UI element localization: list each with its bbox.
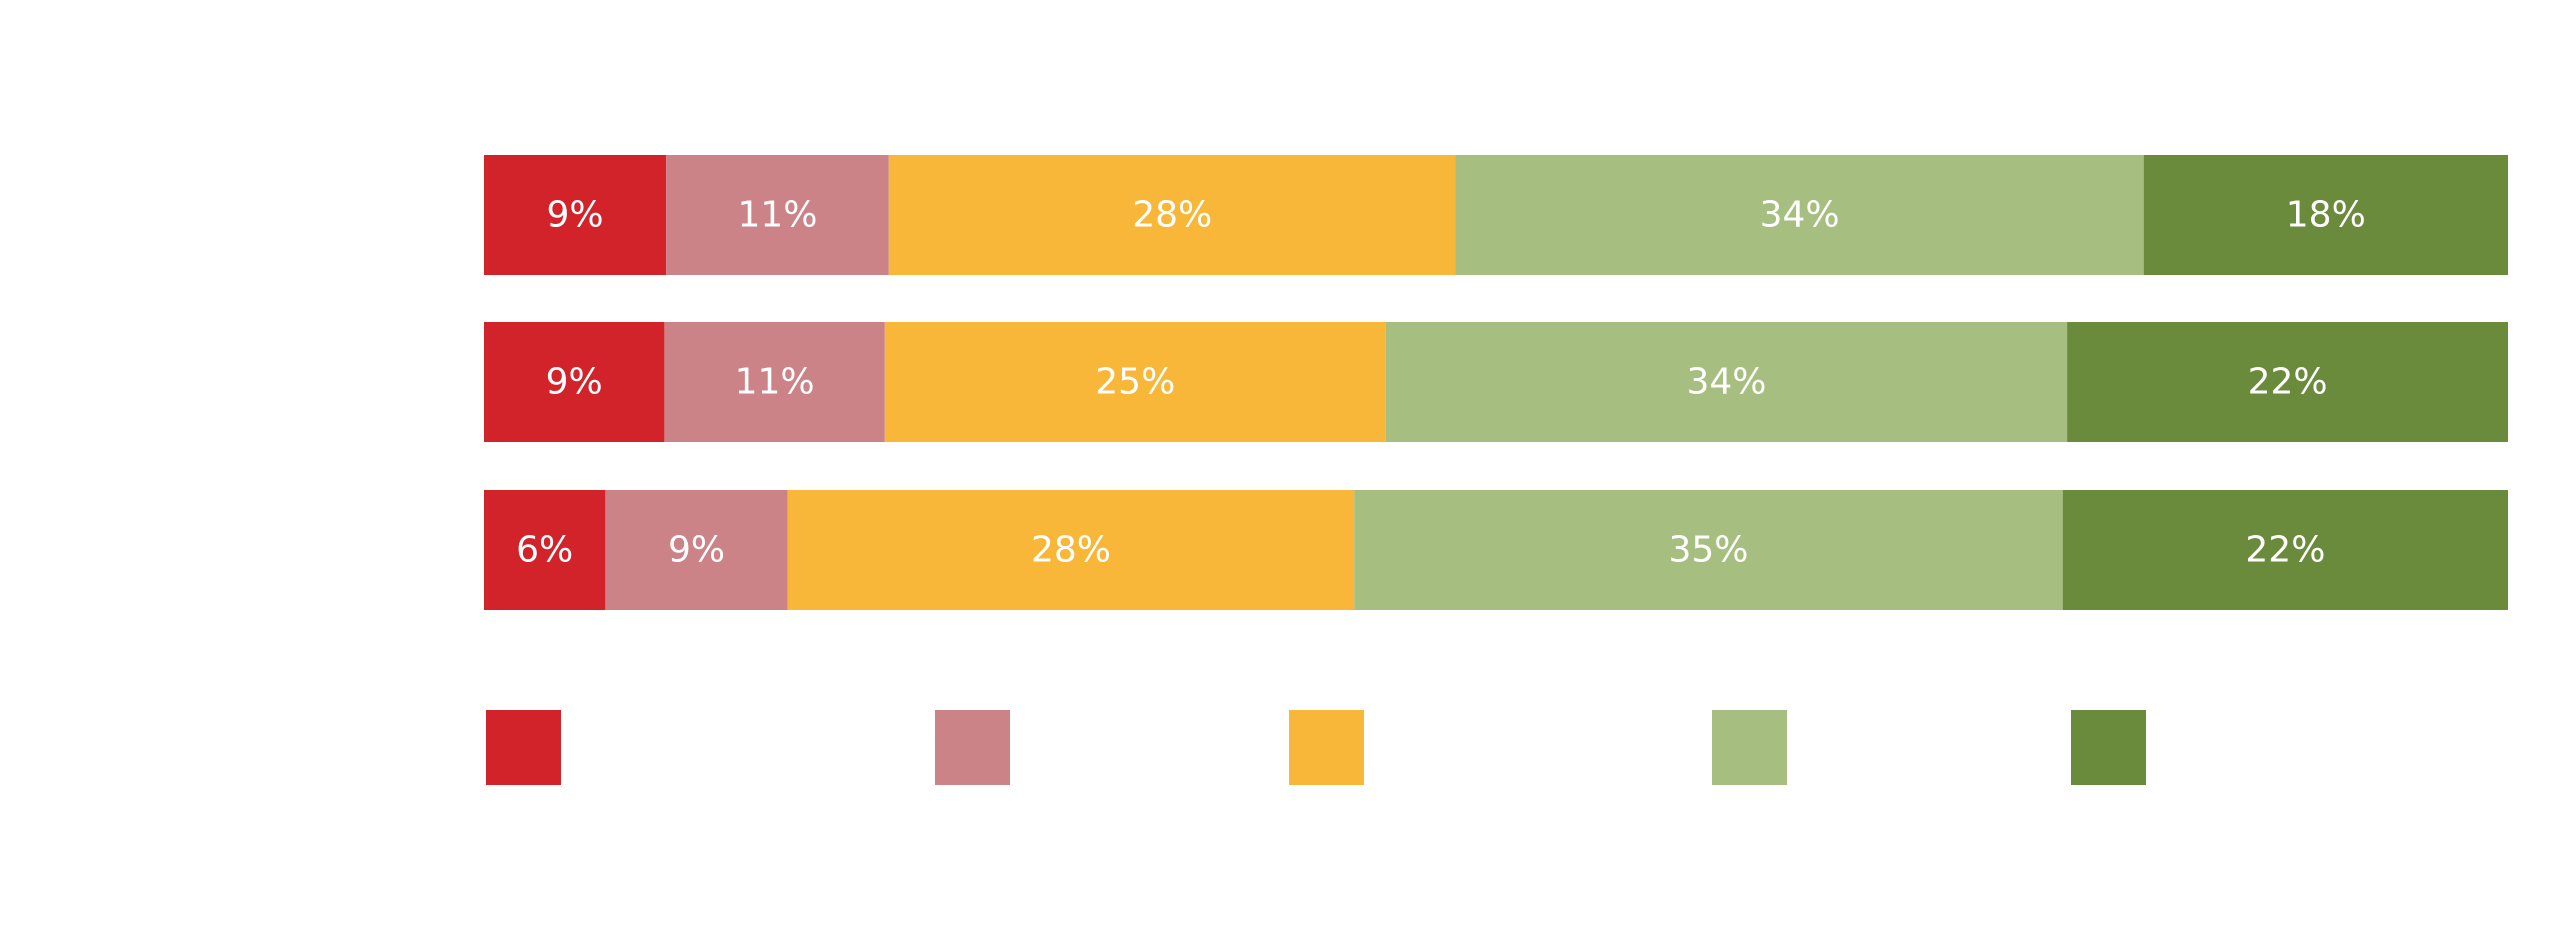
data-label-row1-s4: 34% bbox=[1760, 195, 1840, 236]
data-label-row2-s2: 11% bbox=[735, 362, 815, 403]
bar-segment-row1-s1 bbox=[484, 155, 667, 275]
data-label-row1-s1: 9% bbox=[547, 195, 604, 236]
data-label-row2-s1: 9% bbox=[546, 362, 603, 403]
data-label-row2-s4: 34% bbox=[1686, 362, 1766, 403]
bar-segment-row1-s2 bbox=[666, 155, 889, 275]
data-label-row1-s2: 11% bbox=[737, 195, 817, 236]
bar-segment-row2-s5 bbox=[2067, 322, 2508, 442]
bar-segment-row1-s4 bbox=[1455, 155, 2144, 275]
data-label-row3-s4: 35% bbox=[1668, 530, 1748, 571]
legend bbox=[486, 710, 2146, 785]
bar-segment-row1-s3 bbox=[888, 155, 1456, 275]
legend-swatch-2 bbox=[935, 710, 1010, 785]
data-label-row2-s3: 25% bbox=[1095, 362, 1175, 403]
bar-segment-row2-s1 bbox=[484, 322, 665, 442]
bar-segment-row2-s4 bbox=[1385, 322, 2068, 442]
legend-swatch-3 bbox=[1289, 710, 1364, 785]
bar-segment-row3-s1 bbox=[484, 490, 606, 610]
data-label-row3-s5: 22% bbox=[2245, 530, 2325, 571]
data-label-row3-s2: 9% bbox=[668, 530, 725, 571]
data-label-row3-s3: 28% bbox=[1031, 530, 1111, 571]
bar-segment-row3-s4 bbox=[1354, 490, 2063, 610]
legend-swatch-4 bbox=[1712, 710, 1787, 785]
bar-segment-row1-s5 bbox=[2143, 155, 2508, 275]
legend-swatch-5 bbox=[2071, 710, 2146, 785]
bars-group: 9% 11% 28% 34% 18% 9% 11% 25% 34% 22% 6% 9% 28% 35% 22… bbox=[484, 155, 2508, 610]
bar-segment-row3-s2 bbox=[605, 490, 788, 610]
bar-segment-row2-s2 bbox=[664, 322, 885, 442]
bar-segment-row2-s3 bbox=[884, 322, 1386, 442]
data-label-row2-s5: 22% bbox=[2248, 362, 2328, 403]
bar-segment-row3-s3 bbox=[787, 490, 1355, 610]
data-label-row3-s1: 6% bbox=[516, 530, 573, 571]
legend-swatch-1 bbox=[486, 710, 561, 785]
bar-segment-row3-s5 bbox=[2062, 490, 2508, 610]
data-label-row1-s3: 28% bbox=[1132, 195, 1212, 236]
data-label-row1-s5: 18% bbox=[2286, 195, 2366, 236]
